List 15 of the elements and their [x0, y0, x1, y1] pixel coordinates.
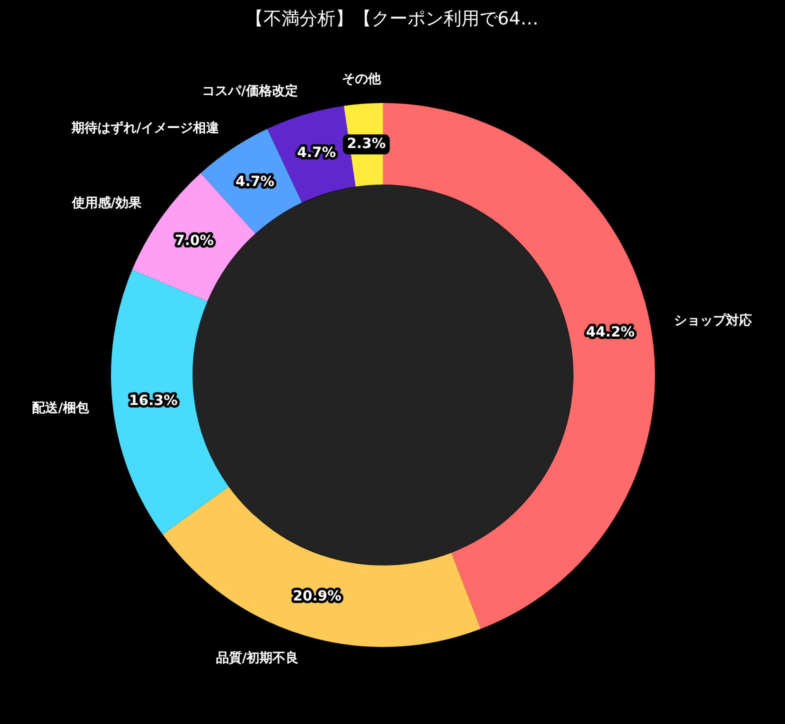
data-label: 44.2%: [586, 324, 635, 340]
slice-label: コスパ/価格改定: [202, 82, 298, 99]
slice-label: ショップ対応: [674, 312, 752, 328]
data-label: 2.3%: [346, 136, 386, 152]
data-label: 4.7%: [236, 174, 274, 190]
data-label: 16.3%: [129, 393, 178, 410]
data-label: 20.9%: [292, 588, 342, 604]
slice-label: 期待はずれ/イメージ相違: [70, 120, 220, 136]
data-label: 4.7%: [297, 145, 336, 162]
slice-label: 品質/初期不良: [216, 650, 299, 666]
chart-title: 【不満分析】【クーポン利用で64…: [246, 8, 538, 30]
slice-label: 使用感/効果: [70, 195, 143, 212]
data-label: 7.0%: [174, 232, 214, 249]
slice-label: 配送/梱包: [32, 401, 90, 416]
slice-label: その他: [342, 72, 382, 88]
